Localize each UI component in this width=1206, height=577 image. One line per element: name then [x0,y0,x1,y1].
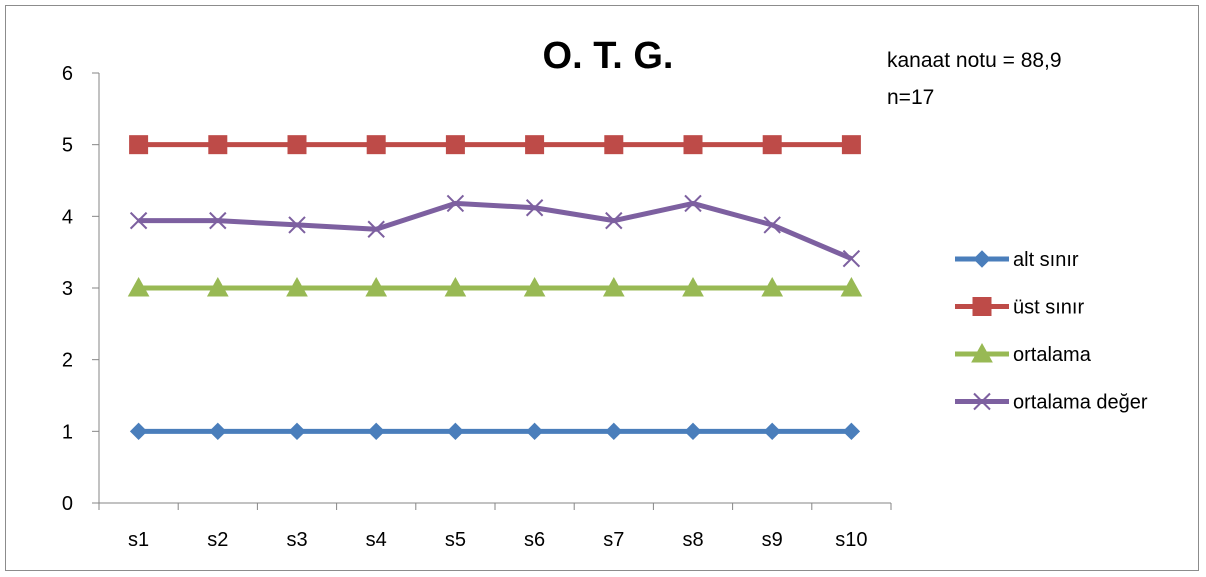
chart-title: O. T. G. [543,35,674,77]
data-point [842,422,861,441]
data-point [762,135,782,155]
y-tick-label: 0 [62,493,73,515]
data-point [445,135,465,155]
data-point [605,422,623,441]
annotation-kanaat-notu: kanaat notu = 88,9 [887,49,1062,72]
data-point [525,422,544,441]
data-point [444,276,467,297]
series-ortalama-değer [129,194,861,268]
x-marker-stroke [684,194,702,213]
data-point [684,422,702,441]
y-tick-label: 5 [62,135,73,157]
x-marker-stroke [288,216,306,234]
data-point [367,422,385,441]
data-point [129,422,148,441]
legend-label: üst sınır [1013,297,1084,319]
data-point [288,422,306,441]
data-point [366,135,386,155]
axes: 0 1 2 3 4 5 6 s1 s2 s3 s4 s5 s6 s7 s8 s9 s10 [62,63,892,551]
data-point [525,135,545,155]
x-marker-stroke [209,211,227,230]
data-point [129,135,149,155]
x-marker-stroke [605,211,623,230]
x-tick-label: s10 [835,529,867,551]
legend: alt sınır üst sınır ortalama ortalama değer [955,249,1148,414]
data-point [604,135,624,155]
x-marker-stroke [129,211,148,230]
data-point [763,216,781,234]
x-marker-stroke [842,249,861,268]
legend-label: alt sınır [1013,249,1079,271]
x-marker-stroke [973,392,991,411]
series-ortalama [127,276,863,297]
y-tick-label: 3 [62,278,73,300]
data-point [446,422,465,441]
legend-item: alt sınır [955,249,1079,271]
data-point [286,276,308,297]
data-point [208,135,228,155]
annotation-n: n=17 [887,86,934,109]
x-marker-stroke [525,199,544,217]
data-point [763,422,781,441]
legend-marker [972,297,992,316]
data-point [523,276,546,297]
y-tick-label: 1 [62,421,73,443]
data-point [365,276,388,297]
x-tick-label: s7 [603,529,624,551]
x-tick-label: s5 [445,529,466,551]
x-tick-label: s4 [366,529,387,551]
legend-item: ortalama [955,342,1092,366]
x-tick-label: s6 [524,529,545,551]
legend-label: ortalama [1013,344,1092,366]
data-point [602,276,625,297]
series-üst-sınır [129,135,861,155]
data-point [682,276,704,297]
x-tick-label: s8 [682,529,703,551]
data-point [288,216,306,234]
legend-marker [973,250,991,268]
y-tick-label: 6 [62,63,73,85]
data-point [287,135,307,155]
series-alt-sınır [129,422,861,441]
x-tick-label: s2 [207,529,228,551]
data-point [605,211,623,230]
plot-area [127,135,863,441]
x-marker-stroke [367,220,385,238]
data-point [129,211,148,230]
x-tick-label: s1 [128,529,149,551]
legend-label: ortalama değer [1013,392,1148,414]
data-point [209,422,227,441]
data-point [206,276,229,297]
x-marker-stroke [763,216,781,234]
data-point [842,249,861,268]
legend-marker [971,342,993,363]
series-line [138,200,853,261]
x-tick-label: s9 [762,529,783,551]
data-point [446,194,465,213]
y-tick-label: 2 [62,350,73,372]
data-point [525,199,544,217]
y-tick-label: 4 [62,206,73,228]
legend-marker [973,392,991,411]
data-point [367,220,385,238]
data-point [127,276,150,297]
data-point [209,211,227,230]
data-point [841,135,861,155]
data-point [761,276,784,297]
data-point [684,194,702,213]
data-point [683,135,703,155]
x-tick-label: s3 [286,529,307,551]
data-point [840,276,863,297]
x-marker-stroke [446,194,465,213]
legend-item: üst sınır [955,297,1084,319]
legend-item: ortalama değer [955,392,1148,414]
